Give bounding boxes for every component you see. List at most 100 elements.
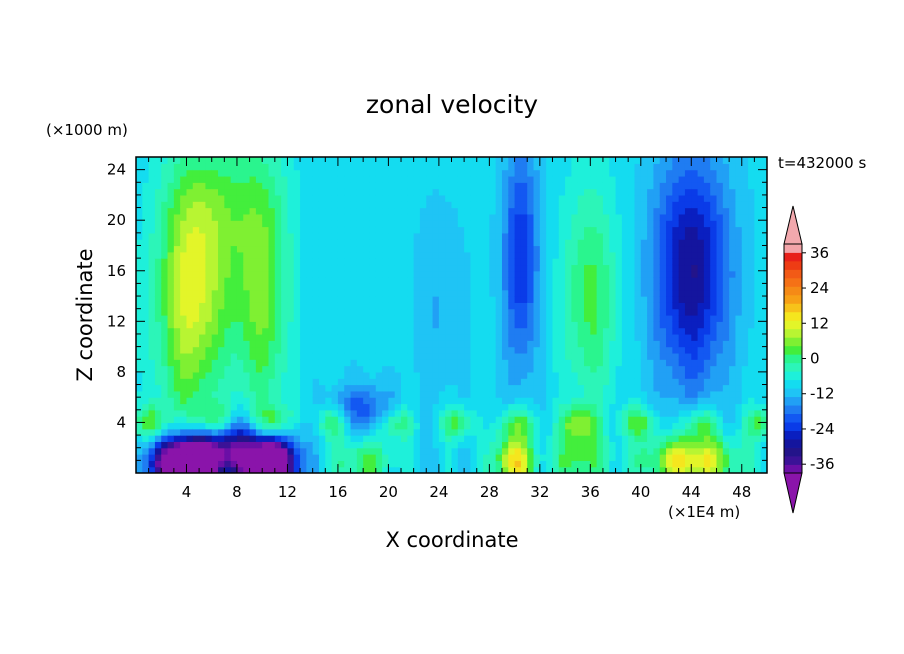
- heatmap-cell: [312, 390, 320, 398]
- heatmap-cell: [571, 226, 579, 234]
- heatmap-cell: [331, 327, 339, 335]
- heatmap-cell: [741, 296, 749, 303]
- heatmap-cell: [173, 232, 181, 240]
- heatmap-cell: [495, 340, 503, 348]
- heatmap-cell: [426, 239, 434, 247]
- heatmap-cell: [741, 315, 749, 322]
- heatmap-cell: [375, 365, 383, 373]
- heatmap-cell: [514, 157, 522, 164]
- heatmap-cell: [161, 340, 169, 348]
- heatmap-cell: [697, 175, 705, 183]
- heatmap-cell: [729, 302, 737, 310]
- heatmap-cell: [703, 384, 711, 392]
- heatmap-cell: [716, 302, 724, 310]
- heatmap-cell: [476, 226, 484, 234]
- heatmap-cell: [584, 441, 591, 449]
- heatmap-cell: [678, 365, 686, 373]
- heatmap-cell: [407, 175, 415, 183]
- heatmap-cell: [388, 384, 396, 392]
- heatmap-cell: [432, 296, 440, 303]
- heatmap-cell: [154, 289, 162, 297]
- heatmap-cell: [697, 289, 705, 297]
- heatmap-cell: [186, 447, 194, 455]
- heatmap-cell: [287, 422, 295, 430]
- heatmap-cell: [167, 182, 175, 190]
- heatmap-cell: [451, 346, 459, 354]
- heatmap-cell: [205, 371, 213, 379]
- heatmap-cell: [666, 213, 673, 221]
- heatmap-cell: [672, 409, 680, 417]
- heatmap-cell: [520, 340, 528, 348]
- heatmap-cell: [483, 359, 490, 367]
- heatmap-cell: [224, 277, 232, 284]
- heatmap-cell: [262, 447, 270, 455]
- heatmap-cell: [735, 169, 743, 177]
- heatmap-cell: [716, 378, 724, 386]
- heatmap-cell: [546, 264, 554, 272]
- heatmap-cell: [577, 220, 585, 228]
- heatmap-cell: [558, 201, 566, 209]
- heatmap-cell: [760, 207, 767, 215]
- heatmap-cell: [375, 416, 383, 424]
- heatmap-cell: [205, 232, 213, 240]
- heatmap-cell: [483, 251, 490, 259]
- heatmap-cell: [489, 251, 497, 259]
- heatmap-cell: [741, 460, 749, 468]
- heatmap-cell: [142, 239, 150, 247]
- heatmap-cell: [615, 333, 623, 341]
- heatmap-cell: [621, 220, 629, 228]
- heatmap-cell: [684, 390, 692, 398]
- heatmap-cell: [419, 397, 427, 405]
- heatmap-cell: [754, 435, 762, 442]
- heatmap-cell: [596, 365, 604, 373]
- heatmap-cell: [350, 315, 358, 322]
- heatmap-cell: [262, 371, 270, 379]
- heatmap-cell: [413, 340, 421, 348]
- heatmap-cell: [533, 220, 541, 228]
- heatmap-cell: [647, 315, 655, 322]
- heatmap-cell: [331, 466, 339, 473]
- heatmap-cell: [218, 188, 225, 196]
- heatmap-cell: [565, 245, 572, 253]
- heatmap-cell: [691, 157, 699, 164]
- heatmap-cell: [710, 352, 718, 360]
- heatmap-cell: [306, 302, 314, 310]
- heatmap-cell: [729, 169, 737, 177]
- heatmap-cell: [281, 422, 289, 430]
- heatmap-cell: [167, 340, 175, 348]
- heatmap-cell: [729, 365, 737, 373]
- heatmap-cell: [584, 378, 591, 386]
- heatmap-cell: [161, 277, 169, 284]
- heatmap-cell: [666, 270, 673, 278]
- heatmap-cell: [710, 232, 718, 240]
- heatmap-cell: [722, 428, 730, 436]
- heatmap-cell: [546, 296, 554, 303]
- heatmap-cell: [205, 346, 213, 354]
- heatmap-cell: [388, 390, 396, 398]
- heatmap-cell: [173, 340, 181, 348]
- heatmap-cell: [167, 460, 175, 468]
- heatmap-cell: [426, 378, 434, 386]
- heatmap-cell: [571, 283, 579, 291]
- heatmap-cell: [148, 416, 156, 424]
- heatmap-cell: [489, 365, 497, 373]
- heatmap-cell: [236, 163, 244, 171]
- heatmap-cell: [666, 302, 673, 310]
- heatmap-cell: [546, 239, 554, 247]
- heatmap-cell: [621, 226, 629, 234]
- heatmap-cell: [748, 188, 755, 196]
- heatmap-cell: [621, 213, 629, 221]
- heatmap-cell: [432, 371, 440, 379]
- heatmap-cell: [647, 340, 655, 348]
- heatmap-cell: [388, 264, 396, 272]
- heatmap-cell: [729, 435, 737, 442]
- heatmap-cell: [142, 460, 150, 468]
- heatmap-cell: [394, 321, 402, 329]
- heatmap-cell: [318, 239, 326, 247]
- heatmap-cell: [148, 213, 156, 221]
- heatmap-cell: [445, 371, 453, 379]
- heatmap-cell: [489, 207, 497, 215]
- heatmap-cell: [369, 441, 377, 449]
- heatmap-cell: [350, 390, 358, 398]
- heatmap-cell: [432, 182, 440, 190]
